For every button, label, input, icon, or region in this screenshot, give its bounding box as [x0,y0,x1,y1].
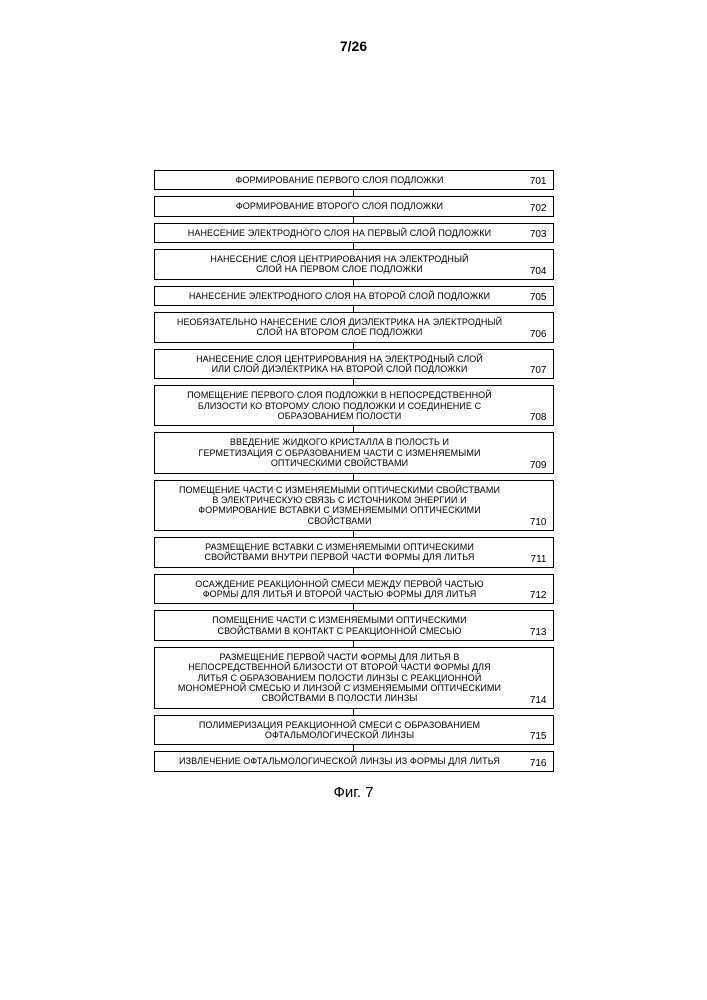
flow-step-text: ПОМЕЩЕНИЕ ЧАСТИ С ИЗМЕНЯЕМЫМИ ОПТИЧЕСКИМ… [163,615,517,636]
flow-step: НАНЕСЕНИЕ ЭЛЕКТРОДНОГО СЛОЯ НА ПЕРВЫЙ СЛ… [154,223,554,243]
flow-step-text: ФОРМИРОВАНИЕ ПЕРВОГО СЛОЯ ПОДЛОЖКИ [163,175,517,185]
flow-step-number: 713 [530,627,547,638]
flow-step: НАНЕСЕНИЕ ЭЛЕКТРОДНОГО СЛОЯ НА ВТОРОЙ СЛ… [154,286,554,306]
flow-step-text: ПОЛИМЕРИЗАЦИЯ РЕАКЦИОННОЙ СМЕСИ С ОБРАЗО… [163,720,517,741]
flow-step-text: НАНЕСЕНИЕ СЛОЯ ЦЕНТРИРОВАНИЯ НА ЭЛЕКТРОД… [163,354,517,375]
flow-step-text: РАЗМЕЩЕНИЕ ВСТАВКИ С ИЗМЕНЯЕМЫМИ ОПТИЧЕС… [163,542,517,563]
flow-step-number: 705 [530,292,547,303]
flow-step: НЕОБЯЗАТЕЛЬНО НАНЕСЕНИЕ СЛОЯ ДИЭЛЕКТРИКА… [154,312,554,343]
flow-step-number: 716 [530,758,547,769]
flow-step-number: 708 [530,412,547,423]
page-number: 7/26 [0,38,707,54]
flow-step-number: 707 [530,365,547,376]
flowchart: ФОРМИРОВАНИЕ ПЕРВОГО СЛОЯ ПОДЛОЖКИ701ФОР… [154,170,554,801]
flow-step-text: ОСАЖДЕНИЕ РЕАКЦИОННОЙ СМЕСИ МЕЖДУ ПЕРВОЙ… [163,579,517,600]
flow-step: ПОМЕЩЕНИЕ ЧАСТИ С ИЗМЕНЯЕМЫМИ ОПТИЧЕСКИМ… [154,480,554,531]
flow-step-text: ПОМЕЩЕНИЕ ПЕРВОГО СЛОЯ ПОДЛОЖКИ В НЕПОСР… [163,390,517,421]
flow-step-number: 715 [530,731,547,742]
flow-step-number: 703 [530,229,547,240]
flow-step-number: 704 [530,266,547,277]
flow-step: ФОРМИРОВАНИЕ ВТОРОГО СЛОЯ ПОДЛОЖКИ 702 [154,196,554,216]
flow-step-text: НЕОБЯЗАТЕЛЬНО НАНЕСЕНИЕ СЛОЯ ДИЭЛЕКТРИКА… [163,317,517,338]
flow-step-number: 711 [531,554,547,565]
flow-step-text: ФОРМИРОВАНИЕ ВТОРОГО СЛОЯ ПОДЛОЖКИ [163,201,517,211]
flow-step-text: НАНЕСЕНИЕ ЭЛЕКТРОДНОГО СЛОЯ НА ВТОРОЙ СЛ… [163,291,517,301]
flow-step: РАЗМЕЩЕНИЕ ПЕРВОЙ ЧАСТИ ФОРМЫ ДЛЯ ЛИТЬЯ … [154,647,554,709]
figure-caption: Фиг. 7 [154,784,554,801]
flow-step: РАЗМЕЩЕНИЕ ВСТАВКИ С ИЗМЕНЯЕМЫМИ ОПТИЧЕС… [154,537,554,568]
flow-step-number: 714 [530,695,547,706]
flow-step-number: 701 [530,176,547,187]
flow-step: ФОРМИРОВАНИЕ ПЕРВОГО СЛОЯ ПОДЛОЖКИ 701 [154,170,554,190]
flow-step-number: 702 [530,203,547,214]
flow-step-text: РАЗМЕЩЕНИЕ ПЕРВОЙ ЧАСТИ ФОРМЫ ДЛЯ ЛИТЬЯ … [163,652,517,704]
flow-step-number: 709 [530,460,547,471]
flow-step-text: НАНЕСЕНИЕ ЭЛЕКТРОДНОГО СЛОЯ НА ПЕРВЫЙ СЛ… [163,228,517,238]
flow-step-number: 712 [530,590,547,601]
flow-step-number: 710 [530,517,547,528]
flow-step: ВВЕДЕНИЕ ЖИДКОГО КРИСТАЛЛА В ПОЛОСТЬ И Г… [154,432,554,473]
flow-step: ПОЛИМЕРИЗАЦИЯ РЕАКЦИОННОЙ СМЕСИ С ОБРАЗО… [154,715,554,746]
page: 7/26 ФОРМИРОВАНИЕ ПЕРВОГО СЛОЯ ПОДЛОЖКИ 7… [0,0,707,1000]
flow-step-text: ПОМЕЩЕНИЕ ЧАСТИ С ИЗМЕНЯЕМЫМИ ОПТИЧЕСКИМ… [163,485,517,526]
flow-step: ОСАЖДЕНИЕ РЕАКЦИОННОЙ СМЕСИ МЕЖДУ ПЕРВОЙ… [154,574,554,605]
flow-step-text: НАНЕСЕНИЕ СЛОЯ ЦЕНТРИРОВАНИЯ НА ЭЛЕКТРОД… [163,254,517,275]
flow-step: ПОМЕЩЕНИЕ ПЕРВОГО СЛОЯ ПОДЛОЖКИ В НЕПОСР… [154,385,554,426]
flow-step-text: ИЗВЛЕЧЕНИЕ ОФТАЛЬМОЛОГИЧЕСКОЙ ЛИНЗЫ ИЗ Ф… [163,756,517,766]
flow-step: НАНЕСЕНИЕ СЛОЯ ЦЕНТРИРОВАНИЯ НА ЭЛЕКТРОД… [154,349,554,380]
flow-step-number: 706 [530,329,547,340]
flow-step: ИЗВЛЕЧЕНИЕ ОФТАЛЬМОЛОГИЧЕСКОЙ ЛИНЗЫ ИЗ Ф… [154,751,554,771]
flow-step: НАНЕСЕНИЕ СЛОЯ ЦЕНТРИРОВАНИЯ НА ЭЛЕКТРОД… [154,249,554,280]
flow-step: ПОМЕЩЕНИЕ ЧАСТИ С ИЗМЕНЯЕМЫМИ ОПТИЧЕСКИМ… [154,610,554,641]
flow-step-text: ВВЕДЕНИЕ ЖИДКОГО КРИСТАЛЛА В ПОЛОСТЬ И Г… [163,437,517,468]
